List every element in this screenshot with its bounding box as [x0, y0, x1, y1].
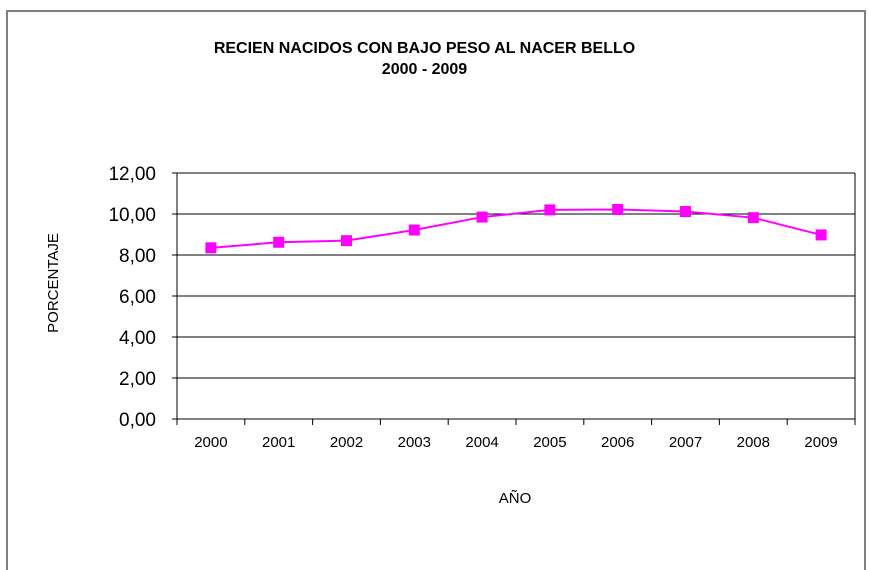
x-axis-label: AÑO: [499, 490, 532, 507]
gridlines: [177, 172, 855, 420]
data-point-marker: [476, 211, 488, 223]
data-point-marker: [205, 242, 217, 254]
series-line: [210, 208, 822, 249]
x-tick-label: 2006: [601, 434, 634, 451]
data-point-marker: [680, 206, 691, 218]
data-point-marker: [612, 203, 624, 215]
y-tick-label: 8,00: [119, 246, 156, 267]
data-point-marker: [544, 204, 556, 216]
y-tick-label: 2,00: [119, 369, 156, 390]
data-point-marker: [815, 229, 827, 241]
y-tick-label: 0,00: [119, 410, 156, 431]
y-tick-labels: 0,00 2,00 4,00 6,00 8,00 10,00 12,00: [108, 164, 156, 431]
chart-subtitle: 2000 - 2009: [381, 61, 468, 78]
x-tick-label: 2005: [533, 434, 566, 451]
x-tick-label: 2000: [194, 434, 227, 451]
y-tick-label: 4,00: [119, 328, 156, 349]
data-point-marker: [341, 235, 352, 247]
axes: [172, 172, 856, 425]
series-markers: [205, 203, 827, 254]
data-point-marker: [747, 212, 759, 224]
x-tick-label: 2001: [262, 434, 295, 451]
data-point-marker: [408, 224, 420, 236]
x-tick-labels: 2000 2001 2002 2003 2004 2005 2006 2007 2008 2009: [194, 434, 838, 451]
chart-title: RECIEN NACIDOS CON BAJO PESO AL NACER BE…: [213, 40, 636, 57]
data-point-marker: [273, 236, 285, 248]
series-line-path: [210, 208, 822, 249]
x-tick-label: 2003: [398, 434, 431, 451]
chart-title-block: RECIEN NACIDOS CON BAJO PESO AL NACER BE…: [0, 38, 869, 80]
x-tick-label: 2007: [669, 434, 702, 451]
x-tick-label: 2008: [737, 434, 770, 451]
y-tick-label: 6,00: [119, 287, 156, 308]
y-tick-label: 12,00: [108, 164, 156, 185]
x-tick-label: 2009: [804, 434, 837, 451]
x-tick-label: 2004: [465, 434, 498, 451]
chart-frame: [6, 10, 866, 570]
x-tick-label: 2002: [330, 434, 363, 451]
y-axis-label: PORCENTAJE: [45, 233, 62, 333]
y-tick-label: 10,00: [108, 205, 156, 226]
